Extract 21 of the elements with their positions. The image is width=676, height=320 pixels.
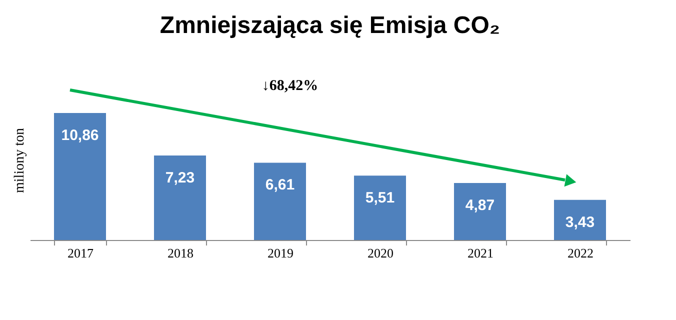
x-tick-label: 2018 [168,246,194,260]
bar [554,200,606,240]
y-axis-title: miliony ton [12,128,28,193]
bar [54,113,106,240]
x-tick-label: 2019 [268,246,294,260]
data-label: 4,87 [465,197,495,214]
x-tick-label: 2020 [368,246,394,260]
data-label: 5,51 [365,190,395,207]
chart-title: Zmniejszająca się Emisja CO₂ [160,12,500,39]
data-label: 7,23 [165,169,195,186]
bar [154,155,206,240]
bar [354,176,406,240]
bar [454,183,506,240]
x-tick-label: 2017 [68,246,94,260]
x-tick-label: 2022 [568,246,594,260]
data-label: 3,43 [565,214,595,231]
x-tick-label: 2021 [468,246,494,260]
data-label: 6,61 [265,176,295,194]
text: ↓68,42% [262,78,318,94]
data-label: 10,86 [61,127,99,144]
bar [254,162,306,240]
